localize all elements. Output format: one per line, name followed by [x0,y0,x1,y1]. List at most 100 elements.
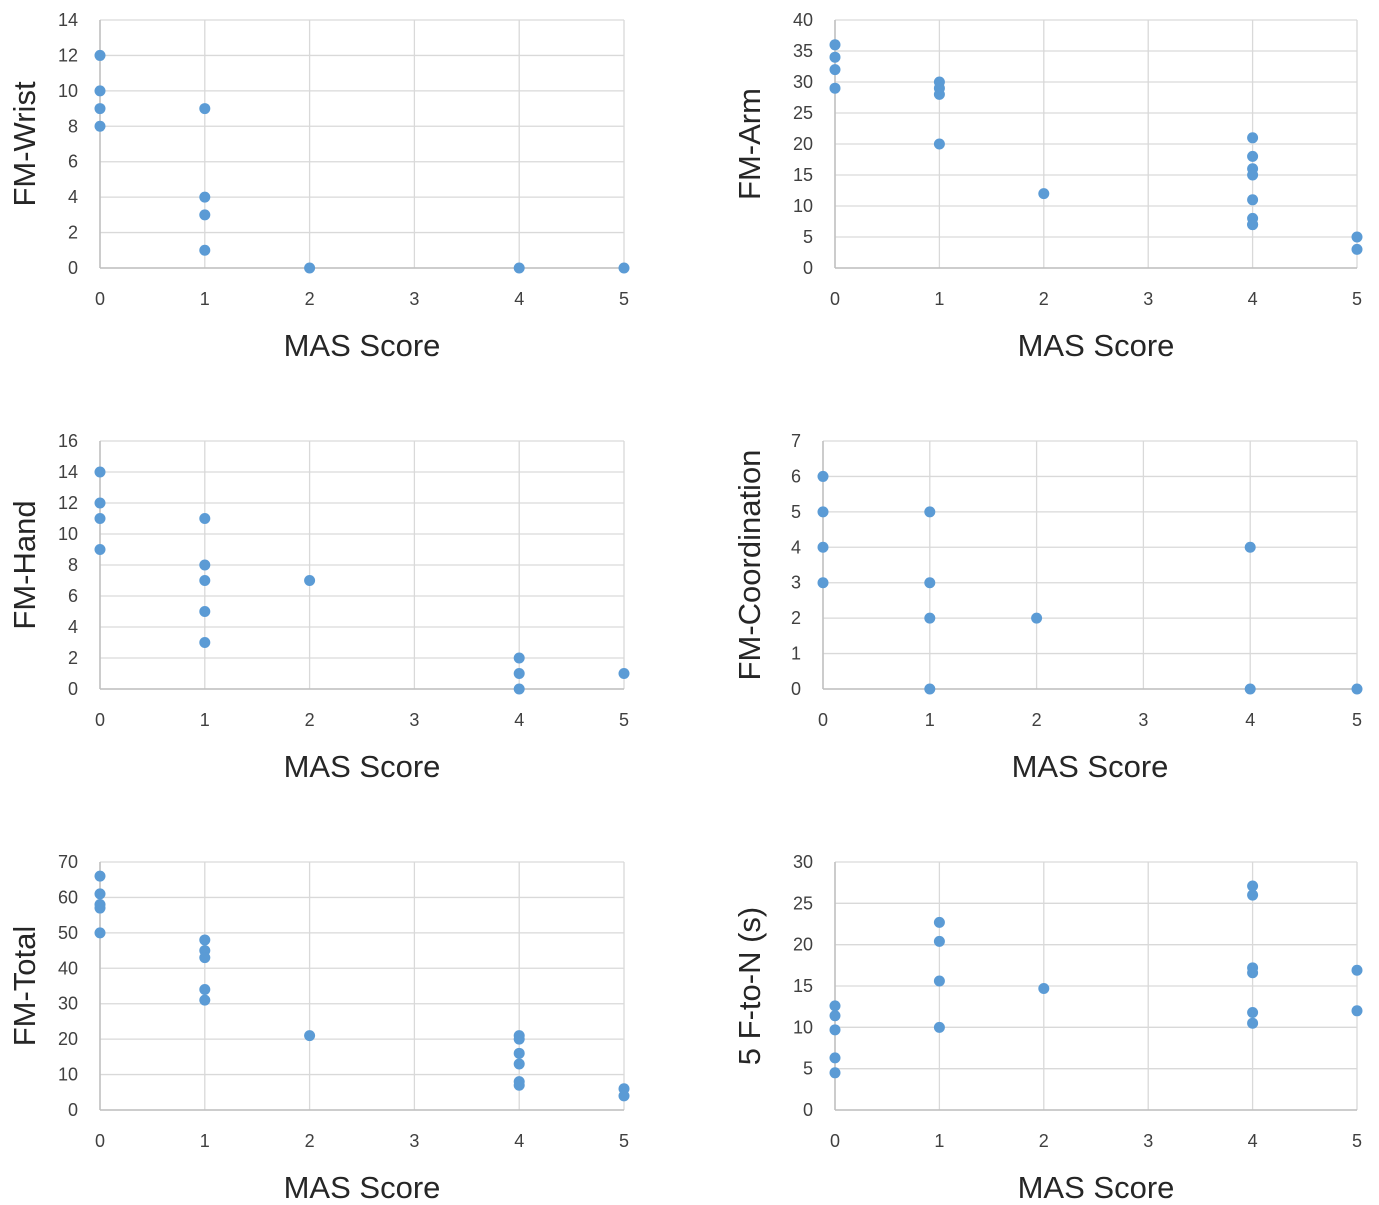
data-point [933,88,945,100]
x-axis-title: MAS Score [1018,1170,1175,1205]
data-point [199,637,211,648]
data-point [1247,150,1259,162]
data-point [304,1030,316,1042]
y-tick-label: 7 [791,431,801,451]
x-axis-title: MAS Score [1018,328,1175,363]
x-tick-label: 4 [1245,710,1255,730]
data-point [829,1067,841,1079]
x-tick-label: 3 [1143,289,1153,309]
y-tick-label: 40 [58,958,78,978]
y-tick-label: 15 [793,976,813,996]
y-tick-label: 5 [791,502,801,522]
y-tick-label: 50 [58,923,78,943]
data-point [199,244,211,256]
data-point [1247,967,1259,979]
data-point [933,138,945,150]
x-tick-label: 2 [1032,710,1042,730]
data-point [199,994,211,1006]
data-point [829,1052,841,1064]
data-point [94,513,106,524]
data-point [199,209,211,221]
y-tick-label: 8 [68,555,78,575]
x-tick-label: 1 [934,1131,944,1151]
data-point [829,1000,841,1012]
gridlines [99,440,625,690]
gridlines [834,19,1358,269]
data-points [94,49,630,274]
y-tick-label: 0 [68,679,78,699]
x-tick-label: 1 [934,289,944,309]
y-tick-label: 4 [68,617,78,637]
y-tick-label: 10 [793,196,813,216]
data-point [304,575,316,586]
x-axis-title: MAS Score [1012,749,1169,784]
x-tick-label: 1 [200,289,210,309]
y-tick-label: 15 [793,165,813,185]
x-tick-label: 1 [200,710,210,730]
y-tick-label: 10 [58,1065,78,1085]
y-tick-label: 4 [791,537,801,557]
gridlines [822,440,1358,690]
x-tick-label: 3 [409,289,419,309]
data-point [513,668,525,679]
chart-fm-arm: 0 5 10 15 20 25 30 35 40 0 1 2 3 4 5 MAS Score FM-Arm [732,10,1363,363]
x-tick-label: 0 [95,289,105,309]
x-tick-label: 4 [1248,289,1258,309]
y-axis-title: FM-Hand [7,500,42,629]
data-point [1038,982,1050,994]
y-tick-label: 1 [791,644,801,664]
y-tick-label: 8 [68,116,78,136]
data-points [829,880,1363,1079]
y-tick-label: 30 [793,852,813,872]
data-point [513,1047,525,1059]
chart-fm-coordination: 0 1 2 3 4 5 6 7 0 1 2 3 4 5 MAS Score FM-Coordination [732,431,1363,784]
y-axis-title: FM-Arm [732,88,767,200]
y-tick-label: 20 [793,134,813,154]
y-tick-label: 30 [58,994,78,1014]
y-tick-label: 0 [803,1100,813,1120]
y-tick-label: 10 [793,1017,813,1037]
data-point [94,49,106,61]
x-tick-label: 2 [305,1131,315,1151]
x-axis-title: MAS Score [284,1170,441,1205]
y-tick-label: 6 [791,466,801,486]
x-tick-label: 0 [95,710,105,730]
y-tick-label: 6 [68,586,78,606]
data-point [924,577,936,589]
data-point [1247,169,1259,181]
y-tick-label: 30 [793,72,813,92]
data-point [94,466,106,478]
data-point [924,683,936,695]
data-point [933,975,945,987]
x-tick-label: 0 [830,1131,840,1151]
y-tick-label: 20 [793,935,813,955]
data-point [924,612,936,624]
data-point [817,541,829,553]
x-tick-label: 2 [305,289,315,309]
data-point [94,888,106,900]
x-tick-label: 4 [1248,1131,1258,1151]
y-axis-title: 5 F-to-N (s) [732,907,767,1065]
data-point [94,902,106,914]
data-point [1038,188,1050,200]
data-point [199,934,211,946]
x-tick-label: 5 [1352,710,1362,730]
gridlines [834,861,1358,1111]
data-points [94,466,630,695]
data-point [513,1033,525,1045]
chart-fm-total: 0 10 20 30 40 50 60 70 0 1 2 3 4 5 MAS Score FM-Total [7,852,630,1205]
data-point [94,120,106,132]
y-axis-title: FM-Total [7,926,42,1047]
data-point [618,1090,630,1102]
y-tick-label: 0 [803,258,813,278]
y-axis-title: FM-Coordination [732,450,767,681]
y-tick-label: 60 [58,887,78,907]
data-point [1247,219,1259,231]
data-point [1351,243,1363,255]
data-point [817,506,829,518]
y-tick-label: 25 [793,103,813,123]
data-points [829,39,1363,255]
gridlines [99,19,625,269]
x-tick-label: 3 [1143,1131,1153,1151]
